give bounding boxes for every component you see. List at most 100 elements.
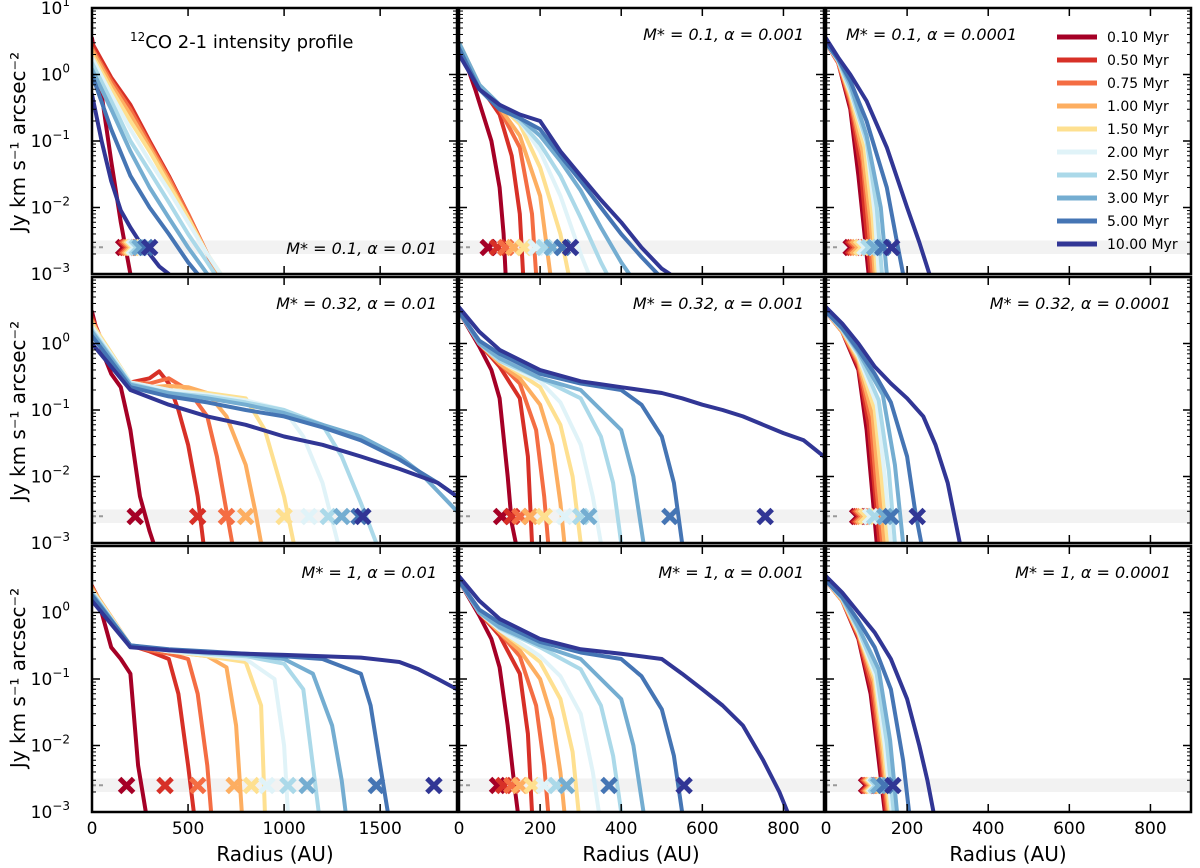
radius-marker-5_00-Myr [661,507,679,526]
panel-r1c2: M* = 0.32, α = 0.0001 [824,275,1193,545]
legend-label: 2.00 Myr [1107,145,1169,161]
series-line-5_00-Myr [826,309,924,543]
radius-marker-1_50-Myr [275,507,293,526]
x-tick-label: 0 [454,819,465,839]
legend-item: 2.00 Myr [1057,145,1169,161]
legend-item: 1.50 Myr [1057,122,1169,138]
x-axis-label-col2: Radius (AU) [949,842,1066,866]
series-line-2_00-Myr [459,40,591,274]
y-tick-label: 10−1 [31,128,70,152]
x-tick-label: 200 [524,819,556,839]
radius-marker-5_00-Myr [350,507,368,526]
series-lines [826,36,932,274]
y-tick-label: 10−2 [31,195,70,219]
radius-marker-0_10-Myr [126,507,144,526]
radius-marker-2_50-Myr [860,238,878,257]
series-line-2_50-Myr [92,60,217,274]
radius-marker-1_00-Myr [225,776,243,795]
y-tick-label: 100 [41,62,70,86]
radius-markers [488,776,693,795]
legend-item: 10.00 Myr [1057,237,1178,253]
radius-marker-3_00-Myr [580,507,598,526]
series-lines [459,40,672,274]
series-lines [92,36,223,274]
x-tick-label: 1000 [262,819,305,839]
noise-band [92,778,457,792]
radius-marker-5_00-Myr [882,507,900,526]
figure-title: 12CO 2-1 intensity profile [130,30,353,53]
y-tick-label: 10−1 [31,397,70,421]
y-tick-label: 10−3 [31,261,70,285]
panel-r2c2: 0 200 400 600 800 M* = 1, α = 0.0001 [821,544,1193,839]
panel-r0c0: 10−3 10−2 10−1 100 101 M* = 0.1, α = 0.01 [31,0,459,285]
radius-markers [848,507,927,526]
legend-label: 1.00 Myr [1107,99,1169,115]
legend-label: 5.00 Myr [1107,214,1169,230]
radius-marker-5_00-Myr [367,776,386,795]
x-tick-label: 200 [891,819,923,839]
legend-label: 0.75 Myr [1107,76,1169,92]
radius-marker-5_00-Myr [600,776,618,795]
panel-annotation: M* = 1, α = 0.01 [302,563,437,582]
x-tick-label: 500 [172,819,204,839]
y-axis-label-mid: Jy km s⁻¹ arcsec⁻² [6,321,30,503]
series-line-5_00-Myr [92,72,200,274]
series-line-10_00-Myr [92,92,171,274]
radius-marker-2_00-Myr [300,507,318,526]
radius-marker-2_00-Myr [555,507,574,526]
noise-band [92,240,457,254]
series-line-5_00-Myr [826,578,912,812]
radius-marker-5_00-Myr [137,238,155,257]
series-line-10_00-Myr [826,305,962,543]
series-line-5_00-Myr [92,333,457,499]
radius-marker-1_50-Myr [242,776,261,795]
legend-label: 3.00 Myr [1107,191,1169,207]
series-lines [826,305,962,543]
radius-markers [492,507,774,526]
x-tick-label: 400 [605,819,637,839]
noise-band [826,778,1191,792]
radius-marker-10_00-Myr [884,776,902,795]
radius-marker-0_10-Myr [117,776,136,795]
series-line-0_10-Myr [92,584,148,812]
series-lines [92,309,457,543]
radius-marker-3_00-Myr [557,776,576,795]
radius-marker-1_00-Myr [236,507,255,526]
x-tick-label: 0 [87,819,98,839]
x-tick-label: 800 [1134,819,1166,839]
series-line-3_00-Myr [92,67,210,274]
series-lines [459,305,824,543]
series-lines [92,584,457,812]
radius-marker-0_50-Myr [188,507,207,526]
y-tick-label: 100 [41,331,70,355]
radius-markers [114,238,159,257]
radius-marker-2_00-Myr [258,776,276,795]
panels-group: 10−3 10−2 10−1 100 101 M* = 0.1, α = 0.01 M* =… [31,0,1193,839]
radius-marker-10_00-Myr [425,776,443,795]
x-tick-label: 800 [767,819,799,839]
radius-marker-10_00-Myr [908,507,927,526]
x-tick-label: 1500 [359,819,402,839]
panel-r0c1: M* = 0.1, α = 0.001 [457,6,826,276]
series-line-10_00-Myr [826,574,936,812]
radius-marker-3_00-Myr [298,776,316,795]
panel-r1c0: 10−3 10−2 10−1 100 M* = 0.32, α = 0.01 [31,275,459,554]
radius-markers [857,776,902,795]
radius-marker-2_00-Myr [861,507,880,526]
legend-item: 3.00 Myr [1057,191,1169,207]
title-main: CO 2-1 intensity profile [145,32,353,53]
x-axis-label-col0: Radius (AU) [216,842,333,866]
x-tick-label: 400 [972,819,1004,839]
series-line-5_00-Myr [459,46,660,274]
series-line-3_00-Myr [459,309,646,543]
legend-item: 0.10 Myr [1057,30,1169,46]
radius-marker-0_75-Myr [188,776,207,795]
radius-marker-2_50-Myr [279,776,297,795]
radius-marker-10_00-Myr [882,238,901,257]
legend-item: 0.75 Myr [1057,76,1169,92]
legend-label: 10.00 Myr [1107,237,1178,253]
legend-label: 1.50 Myr [1107,122,1169,138]
legend-item: 1.00 Myr [1057,99,1169,115]
